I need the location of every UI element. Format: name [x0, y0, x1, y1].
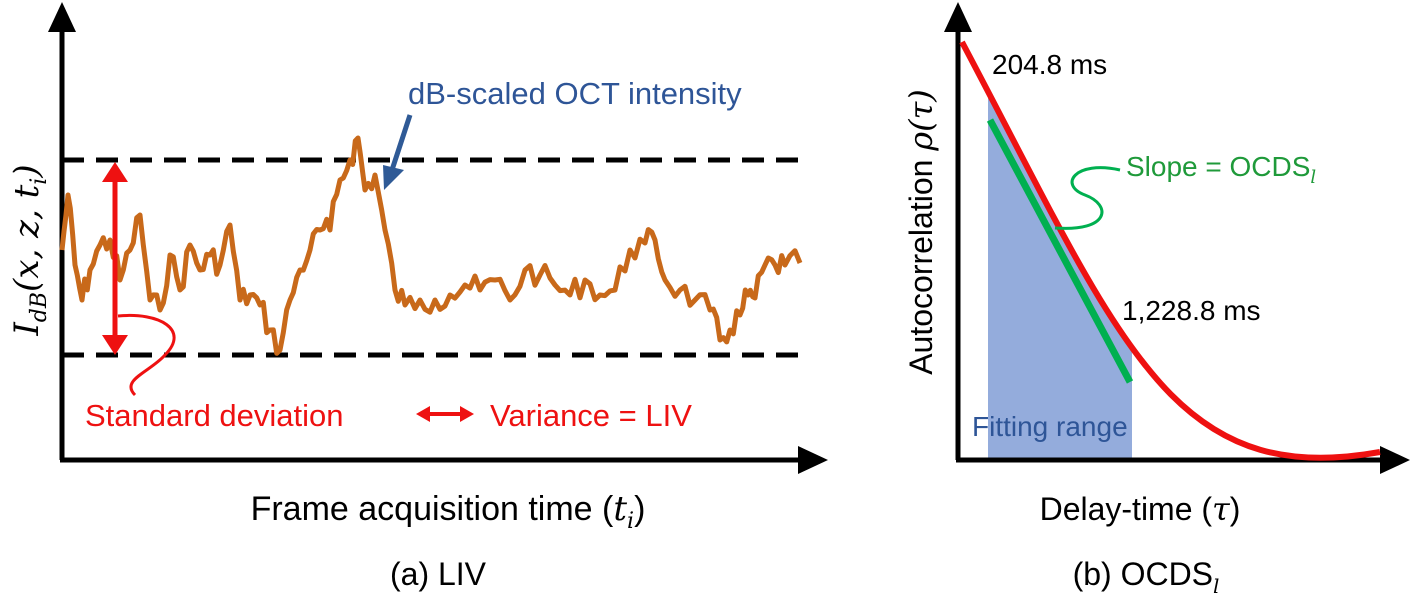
panel-b-y-axis-arrowhead — [944, 2, 972, 32]
slope-line — [986, 118, 1134, 384]
std-annotation: Standard deviation — [85, 398, 344, 433]
panel-a-x-label: Frame acquisition time (ti) — [251, 489, 646, 534]
autocorrelation-curve — [959, 40, 1381, 461]
panel-a-x-axis-arrowhead — [798, 446, 828, 474]
panel-a-y-axis-arrowhead — [48, 2, 76, 32]
panel-b: 204.8 ms 1,228.8 ms Slope = OCDSl Fittin… — [902, 2, 1410, 595]
panel-b-y-label: Autocorrelation ρ(τ) — [902, 89, 940, 375]
fitting-range-label: Fitting range — [972, 411, 1128, 442]
equivalence-arrow-right — [460, 406, 474, 422]
panel-a-y-label: IdB(x, z, ti) — [7, 164, 52, 336]
slope-label: Slope = OCDSl — [1126, 151, 1316, 188]
intensity-trace — [59, 135, 803, 356]
panel-a: dB-scaled OCT intensity Standard deviati… — [7, 2, 828, 592]
std-arrow-top — [102, 162, 128, 182]
panel-b-x-label: Delay-time (τ) — [1040, 490, 1241, 528]
panel-b-caption: (b) OCDSl — [1073, 556, 1220, 595]
start-time-label: 204.8 ms — [992, 49, 1107, 80]
std-connector-squiggle — [117, 313, 176, 397]
equivalence-arrow-left — [416, 406, 430, 422]
intensity-annotation: dB-scaled OCT intensity — [408, 76, 742, 111]
end-time-label: 1,228.8 ms — [1122, 295, 1261, 326]
intensity-arrow-shaft — [389, 114, 413, 171]
intensity-arrow-head — [383, 165, 404, 190]
liv-annotation: Variance = LIV — [490, 398, 692, 433]
panel-b-x-axis-arrowhead — [1380, 446, 1410, 474]
std-arrow-bottom — [102, 335, 128, 355]
fitting-range-fill — [988, 91, 1132, 459]
slope-connector-squiggle — [1054, 166, 1121, 230]
panel-a-caption: (a) LIV — [390, 556, 487, 592]
